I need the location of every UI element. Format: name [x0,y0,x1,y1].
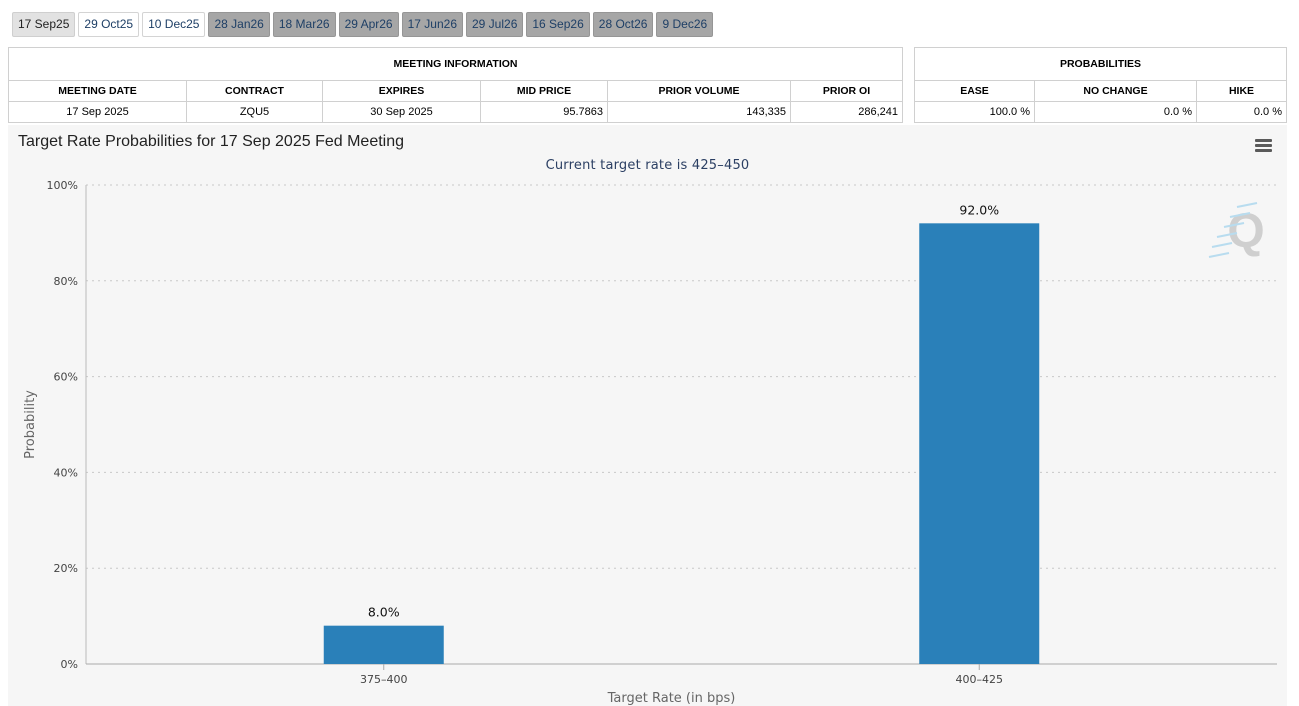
col-header-meeting-date: MEETING DATE [8,80,187,102]
y-tick-label: 100% [47,179,78,192]
y-tick-label: 40% [54,466,78,479]
y-axis-title: Probability [23,390,38,459]
tab-10-dec25[interactable]: 10 Dec25 [142,12,206,37]
cell-mid-price: 95.7863 [480,101,608,123]
tab-29-jul26: 29 Jul26 [466,12,524,37]
logo-stroke [1236,202,1258,208]
cell-ease: 100.0 % [914,101,1035,123]
col-header-prior-oi: PRIOR OI [790,80,903,102]
tab-18-mar26: 18 Mar26 [272,12,336,37]
meeting-information-title: MEETING INFORMATION [8,47,903,81]
logo-stroke [1211,242,1233,248]
tab-28-oct26: 28 Oct26 [592,12,654,37]
col-header-expires: EXPIRES [322,80,481,102]
probabilities-table: PROBABILITIES EASE NO CHANGE HIKE 100.0 … [914,47,1287,123]
menu-icon-line [1255,149,1272,152]
chart-panel: 0% 20% 40% 60% 80% 100% 8.0% 375–400 92.0% 400–42… [8,125,1287,706]
tab-29-apr26: 29 Apr26 [338,12,399,37]
x-axis-title: Target Rate (in bps) [607,691,736,706]
bar-375-400[interactable] [323,625,444,664]
bar-data-label: 8.0% [368,605,400,620]
cell-prior-oi: 286,241 [790,101,903,123]
chart-title: Target Rate Probabilities for 17 Sep 202… [18,133,405,150]
y-tick-label: 20% [54,562,78,575]
col-header-no-change: NO CHANGE [1034,80,1197,102]
tab-28-jan26: 28 Jan26 [208,12,270,37]
bar-data-label: 92.0% [959,202,999,217]
bar-400-425[interactable] [919,223,1040,664]
logo-stroke [1229,212,1251,218]
hamburger-menu-icon[interactable] [1255,139,1272,153]
y-tick-label: 80% [54,275,78,288]
cell-expires: 30 Sep 2025 [322,101,481,123]
tab-17-sep25[interactable]: 17 Sep25 [12,12,76,37]
tab-9-dec26: 9 Dec26 [656,12,714,37]
quikstrike-logo-watermark: Q [1208,202,1265,258]
cell-hike: 0.0 % [1196,101,1287,123]
col-header-ease: EASE [914,80,1035,102]
cell-meeting-date: 17 Sep 2025 [8,101,187,123]
logo-stroke [1216,232,1238,238]
col-header-mid-price: MID PRICE [480,80,608,102]
tab-16-sep26: 16 Sep26 [526,12,590,37]
tab-29-oct25[interactable]: 29 Oct25 [78,12,140,37]
y-tick-label: 60% [54,371,78,384]
x-tick-label: 375–400 [360,673,408,686]
probabilities-title: PROBABILITIES [914,47,1287,81]
menu-icon-line [1255,144,1272,147]
meeting-information-table: MEETING INFORMATION MEETING DATE CONTRAC… [8,47,903,123]
tab-17-jun26: 17 Jun26 [401,12,463,37]
y-tick-label: 0% [61,658,78,671]
x-tick-label: 400–425 [956,673,1004,686]
cell-prior-volume: 143,335 [607,101,791,123]
meeting-tabs: 17 Sep25 29 Oct25 10 Dec25 28 Jan26 18 Mar26… [12,12,716,37]
bar-chart: 0% 20% 40% 60% 80% 100% 8.0% 375–400 92.0% 400–42… [23,179,1277,706]
col-header-hike: HIKE [1196,80,1287,102]
logo-stroke [1223,222,1245,228]
chart-subtitle: Current target rate is 425–450 [545,158,750,173]
cell-contract: ZQU5 [186,101,323,123]
logo-stroke [1208,252,1230,258]
col-header-prior-volume: PRIOR VOLUME [607,80,791,102]
cell-no-change: 0.0 % [1034,101,1197,123]
menu-icon-line [1255,139,1272,142]
col-header-contract: CONTRACT [186,80,323,102]
